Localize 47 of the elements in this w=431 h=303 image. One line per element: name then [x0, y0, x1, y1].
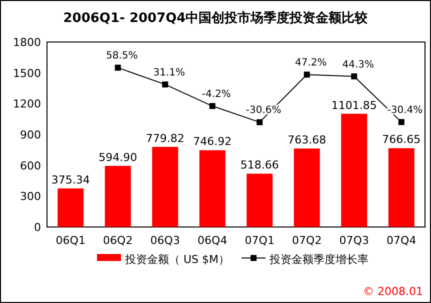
- x-tick-label: 07Q3: [339, 234, 369, 247]
- point: [304, 72, 310, 78]
- text: © 2008.01: [363, 285, 423, 298]
- legend-label: 投资金额季度增长率: [268, 253, 369, 266]
- y-tick-label: 900: [20, 128, 41, 142]
- y-tick-label: 1500: [13, 66, 41, 80]
- data-label: 779.82: [146, 132, 184, 145]
- point: [162, 81, 168, 88]
- legend-label: 投资金额（ US $M）: [124, 253, 230, 266]
- y-tick-label: 0: [34, 221, 41, 234]
- data-label: 594.90: [98, 150, 138, 164]
- point: [209, 103, 216, 110]
- point: [351, 73, 358, 80]
- point: [114, 64, 121, 71]
- x-tick-label: 06Q1: [56, 234, 86, 247]
- y-tick-label: 300: [20, 190, 41, 204]
- data-label: 58.5%: [106, 50, 138, 62]
- x-tick-label: 06Q3: [150, 234, 180, 247]
- bar: [246, 174, 273, 227]
- y-tick-label: 1200: [13, 98, 41, 111]
- chart-title: 2006Q1- 2007Q4中国创投市场季度投资金额比较: [63, 10, 369, 26]
- x-tick-label: 06Q2: [103, 234, 133, 247]
- x-tick-label: 07Q2: [292, 234, 322, 247]
- point: [398, 119, 404, 126]
- data-label: 47.2%: [294, 58, 327, 69]
- y-tick-label: 1800: [13, 36, 41, 49]
- data-label: -4.2%: [202, 89, 231, 100]
- data-label: 31.1%: [153, 67, 186, 78]
- bar: [152, 146, 178, 227]
- data-label: 44.3%: [342, 59, 374, 70]
- x-tick-label: 06Q4: [198, 234, 228, 247]
- bar: [341, 114, 368, 227]
- y-tick-label: 600: [20, 159, 41, 172]
- data-label: 763.68: [288, 134, 326, 147]
- bar: [294, 148, 320, 227]
- bar: [388, 148, 414, 227]
- x-tick-label: 07Q1: [244, 234, 274, 247]
- data-label: 746.92: [193, 135, 232, 148]
- bar: [104, 166, 131, 227]
- data-label: 1101.85: [331, 98, 377, 112]
- point: [256, 119, 263, 126]
- data-label: 375.34: [51, 173, 90, 186]
- x-tick-label: 07Q4: [386, 234, 416, 247]
- data-label: 766.65: [382, 133, 421, 146]
- bar: [58, 188, 84, 227]
- data-label: 518.66: [240, 158, 279, 172]
- bar: [199, 150, 226, 227]
